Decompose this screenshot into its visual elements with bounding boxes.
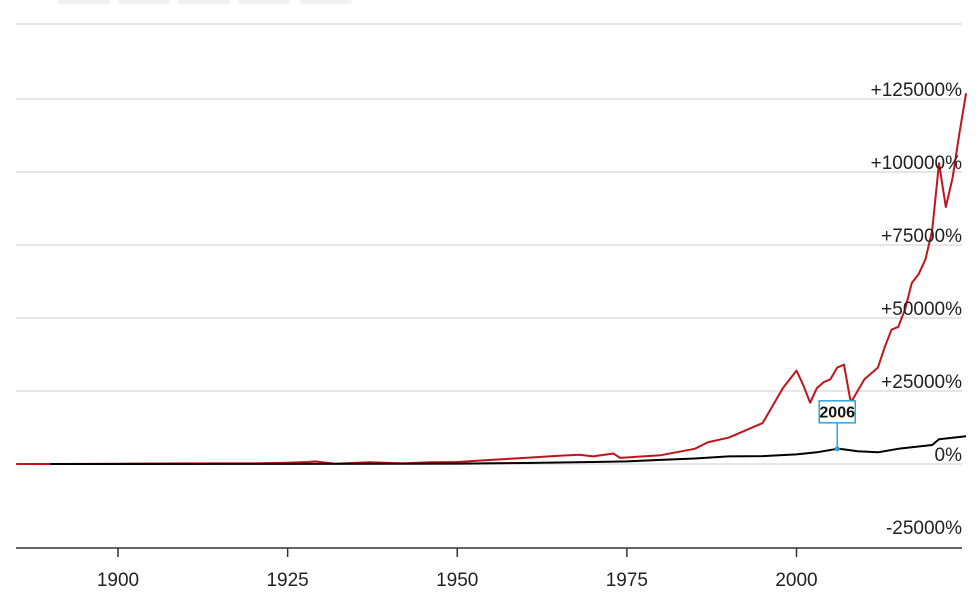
year-marker-dot xyxy=(834,446,840,452)
toolbar-tab-stub[interactable] xyxy=(58,0,110,4)
year-marker-label: 2006 xyxy=(819,404,855,421)
x-tick-label: 1950 xyxy=(436,570,478,591)
toolbar-tab-stub[interactable] xyxy=(178,0,230,4)
series-layer xyxy=(16,93,968,465)
y-tick-label: +50000% xyxy=(881,299,962,320)
toolbar-tab-stub[interactable] xyxy=(118,0,170,4)
year-marker-box xyxy=(818,400,856,424)
grid-lines xyxy=(16,23,962,465)
y-axis-labels: -25000% 0% +25000% +50000% +75000% +100000% +1… xyxy=(871,80,963,539)
toolbar-tab-stub[interactable] xyxy=(300,0,352,4)
y-tick-label: +75000% xyxy=(881,226,962,247)
y-tick-label: 0% xyxy=(935,445,963,466)
y-tick-label: +125000% xyxy=(871,80,962,101)
series-line-2 xyxy=(50,435,967,465)
x-tick-label: 2000 xyxy=(775,570,817,591)
annotation-layer[interactable]: 2006 xyxy=(818,400,856,452)
x-tick-label: 1900 xyxy=(97,570,139,591)
year-marker[interactable]: 2006 xyxy=(818,400,856,452)
x-axis: 1900 1925 1950 1975 2000 xyxy=(16,547,962,591)
x-tick-label: 1975 xyxy=(606,570,648,591)
y-tick-label: -25000% xyxy=(886,518,962,539)
y-tick-label: +25000% xyxy=(881,372,962,393)
toolbar-tab-stub[interactable] xyxy=(238,0,290,4)
x-tick-label: 1925 xyxy=(266,570,308,591)
y-tick-label: +100000% xyxy=(871,153,962,174)
